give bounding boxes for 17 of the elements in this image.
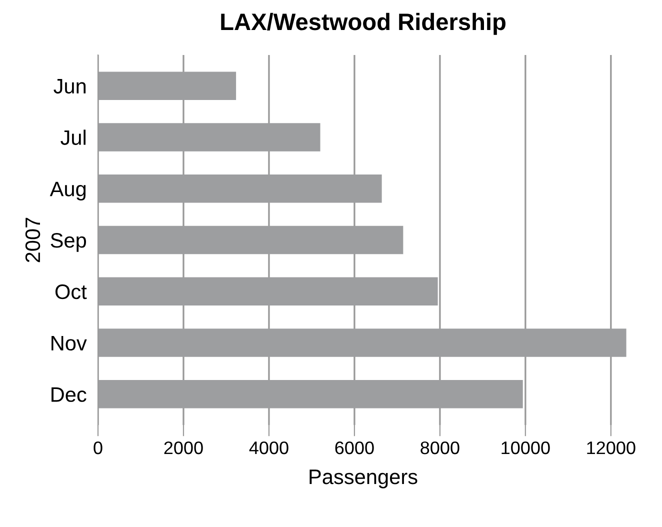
x-tick-label: 0 <box>94 441 102 454</box>
x-tick-label: 8000 <box>420 441 460 454</box>
y-tick-label: Jul <box>60 130 86 145</box>
x-tick-label: 6000 <box>335 441 374 454</box>
x-axis-title: Passengers <box>310 470 418 488</box>
chart-title: LAX/Westwood Ridership <box>221 12 506 35</box>
x-tick-label: 10000 <box>502 441 550 454</box>
y-tick-label: Jun <box>54 79 86 94</box>
y-axis-title: 2007 <box>25 218 40 262</box>
y-tick-label: Aug <box>50 182 86 200</box>
y-tick-label: Oct <box>55 284 87 300</box>
y-tick-label: Nov <box>52 336 87 351</box>
y-tick-label: Sep <box>50 233 86 252</box>
x-tick-label: 2000 <box>164 441 203 454</box>
x-tick-label: 4000 <box>249 441 288 454</box>
y-tick-label: Dec <box>52 387 86 402</box>
x-tick-label: 12000 <box>587 441 636 454</box>
